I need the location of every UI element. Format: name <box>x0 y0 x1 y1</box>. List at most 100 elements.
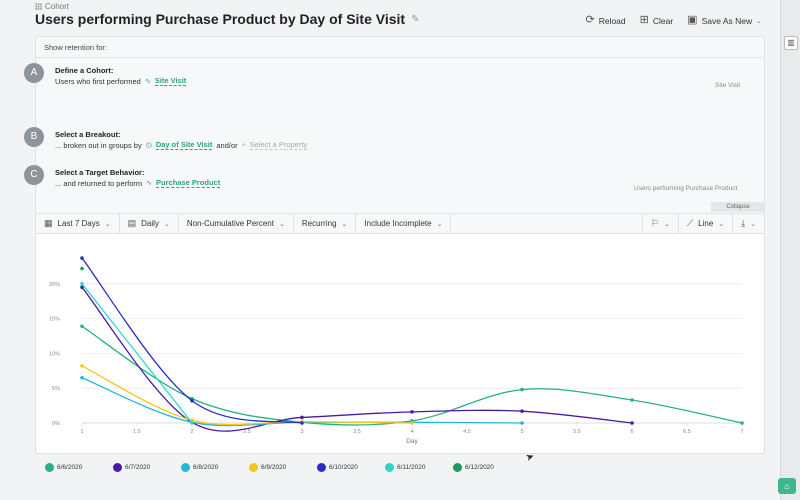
x-tick-label: 1.5 <box>133 429 141 435</box>
x-tick-label: 5 <box>520 429 523 435</box>
data-point <box>80 256 84 260</box>
step-a-title: Define a Cohort: <box>55 66 114 75</box>
page-title: Users performing Purchase Product by Day… <box>35 11 419 27</box>
chevron-down-icon: ⌄ <box>278 220 285 228</box>
data-point <box>740 421 744 425</box>
date-range-dropdown[interactable]: ▦ Last 7 Days ⌄ <box>36 214 120 233</box>
data-point <box>190 398 194 403</box>
y-tick-label: 5% <box>52 386 60 392</box>
legend-label: 6/11/2020 <box>397 463 426 471</box>
data-point <box>80 364 84 368</box>
toolbar: ⟳ Reload ⊞ Clear ▣ Save As New ⌄ <box>585 15 762 26</box>
chart-svg: 0% 5% 10% 15% 20% 1 1.5 2 2.5 3 3.5 4 4.5 5 5.5 6 6.5 7 Da… <box>49 256 744 445</box>
step-c-title: Select a Target Behavior: <box>55 168 145 177</box>
step-c-line: ... and returned to perform ∿ Purchase P… <box>55 178 221 188</box>
pencil-icon[interactable]: ✎ <box>411 13 420 25</box>
columns-icon[interactable]: ▥ <box>784 36 798 50</box>
incomplete-dropdown[interactable]: Include Incomplete ⌄ <box>356 214 452 233</box>
series-line <box>81 365 413 426</box>
interval-label: Daily <box>141 219 159 228</box>
y-tick-label: 15% <box>49 317 60 323</box>
step-b-badge: B <box>24 127 44 147</box>
divider <box>36 57 764 58</box>
step-b-title: Select a Breakout: <box>55 130 121 139</box>
data-point <box>300 421 304 425</box>
legend-item[interactable]: 6/6/2020 <box>45 462 113 472</box>
data-point <box>80 266 84 271</box>
data-point <box>410 421 414 425</box>
measure-dropdown[interactable]: Non-Cumulative Percent ⌄ <box>179 214 294 233</box>
legend-item[interactable]: 6/10/2020 <box>317 462 385 472</box>
step-c-side-label: Users performing Purchase Product <box>634 185 738 192</box>
chart-type-label: Line <box>698 219 714 228</box>
chevron-down-icon: ⌄ <box>663 220 670 228</box>
step-a-text: Users who first performed <box>55 76 141 86</box>
data-point <box>80 375 84 380</box>
data-point <box>190 421 194 425</box>
series-line <box>81 283 193 424</box>
step-c-text: ... and returned to perform <box>55 178 143 188</box>
show-retention-label: Show retention for: <box>44 43 107 52</box>
flag-icon: ⚐ <box>650 218 659 228</box>
page-title-text: Users performing Purchase Product by Day… <box>35 11 406 27</box>
save-as-new-button[interactable]: ▣ Save As New ⌄ <box>687 15 762 26</box>
legend-item[interactable]: 6/12/2020 <box>453 462 521 472</box>
legend-label: 6/6/2020 <box>57 463 83 471</box>
legend-item[interactable]: 6/11/2020 <box>385 462 453 472</box>
legend-item[interactable]: 6/8/2020 <box>181 462 249 472</box>
event-icon: ∿ <box>146 180 153 187</box>
data-point <box>410 410 414 414</box>
measure-label: Non-Cumulative Percent <box>186 219 274 228</box>
legend-label: 6/8/2020 <box>193 463 219 471</box>
line-chart-icon: ⟋ <box>686 218 694 228</box>
chart-type-dropdown[interactable]: ⟋ Line ⌄ <box>679 214 734 233</box>
step-a-side-label: Site Visit <box>715 82 741 89</box>
calendar-icon: ▤ <box>127 218 137 228</box>
x-tick-label: 2.5 <box>243 429 251 435</box>
reload-button[interactable]: ⟳ Reload <box>585 15 625 26</box>
clock-icon: ◷ <box>145 142 152 149</box>
x-tick-label: 4.5 <box>463 429 471 435</box>
select-property-button[interactable]: Select a Property <box>249 140 308 150</box>
annotation-dropdown[interactable]: ⚐ ⌄ <box>641 214 679 233</box>
x-tick-label: 3 <box>300 429 303 435</box>
chevron-down-icon: ⌄ <box>718 220 725 228</box>
chevron-down-icon: ⌄ <box>756 17 762 25</box>
mode-dropdown[interactable]: Recurring ⌄ <box>294 214 357 233</box>
legend-dot-icon <box>385 462 394 472</box>
legend-item[interactable]: 6/7/2020 <box>113 462 181 472</box>
interval-dropdown[interactable]: ▤ Daily ⌄ <box>120 214 179 233</box>
x-axis-title: Day <box>406 438 418 445</box>
report-panel: Show retention for: A Define a Cohort: U… <box>24 36 765 454</box>
data-point <box>630 421 634 425</box>
andor-text: and/or <box>216 140 238 150</box>
home-icon[interactable]: ⌂ <box>778 478 796 494</box>
data-point <box>520 387 524 392</box>
legend-item[interactable]: 6/9/2020 <box>249 462 317 472</box>
y-tick-label: 0% <box>52 421 60 427</box>
chart-legend: 6/6/2020 6/7/2020 6/8/2020 6/9/2020 6/10/202… <box>35 455 765 479</box>
cohort-event-selector[interactable]: Site Visit <box>154 76 187 86</box>
y-tick-label: 20% <box>49 282 60 288</box>
x-tick-label: 6.5 <box>683 429 691 435</box>
legend-dot-icon <box>45 462 54 472</box>
download-icon: ⤓ <box>741 218 746 228</box>
series-line <box>81 257 303 424</box>
chevron-down-icon: ⌄ <box>104 220 111 228</box>
step-c-badge: C <box>24 165 44 185</box>
chevron-down-icon: ⌄ <box>436 220 443 228</box>
target-event-selector[interactable]: Purchase Product <box>156 178 221 188</box>
export-dropdown[interactable]: ⤓ ⌄ <box>733 214 764 233</box>
breadcrumb[interactable]: Cohort <box>35 2 69 11</box>
collapse-button[interactable]: Collapse <box>711 202 765 212</box>
legend-label: 6/9/2020 <box>261 463 287 471</box>
save-icon: ▣ <box>687 14 698 26</box>
calendar-icon: ▦ <box>44 218 53 228</box>
reload-label: Reload <box>598 15 626 26</box>
clear-button[interactable]: ⊞ Clear <box>640 15 674 26</box>
chevron-down-icon: ⌄ <box>750 220 756 228</box>
breakout-property-selector[interactable]: Day of Site Visit <box>155 140 213 150</box>
chevron-down-icon: ⌄ <box>341 220 348 228</box>
right-rail: ▥ <box>780 0 800 500</box>
reload-icon: ⟳ <box>585 14 595 26</box>
